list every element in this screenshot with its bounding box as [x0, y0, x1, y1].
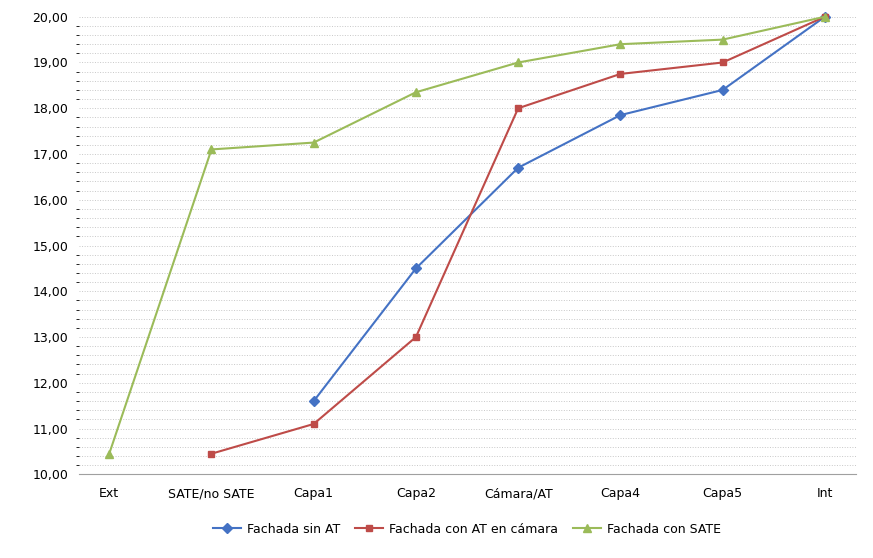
Fachada con AT en cámara	[820, 13, 830, 20]
Line: Fachada sin AT: Fachada sin AT	[310, 13, 828, 405]
Fachada con SATE	[206, 146, 217, 153]
Fachada con AT en cámara	[206, 450, 217, 457]
Fachada con SATE	[820, 13, 830, 20]
Fachada con SATE	[410, 89, 421, 95]
Legend: Fachada sin AT, Fachada con AT en cámara, Fachada con SATE: Fachada sin AT, Fachada con AT en cámara…	[209, 518, 725, 541]
Fachada con AT en cámara	[718, 59, 728, 66]
Fachada con SATE	[615, 41, 626, 47]
Fachada con SATE	[718, 36, 728, 43]
Fachada con SATE	[513, 59, 524, 66]
Fachada con AT en cámara	[410, 334, 421, 340]
Fachada con AT en cámara	[308, 421, 319, 427]
Fachada con SATE	[308, 139, 319, 146]
Line: Fachada con AT en cámara: Fachada con AT en cámara	[208, 13, 828, 457]
Fachada sin AT	[820, 13, 830, 20]
Fachada con SATE	[104, 450, 114, 457]
Fachada sin AT	[615, 112, 626, 118]
Fachada sin AT	[513, 165, 524, 171]
Fachada con AT en cámara	[615, 70, 626, 77]
Fachada sin AT	[410, 265, 421, 272]
Fachada con AT en cámara	[513, 105, 524, 112]
Line: Fachada con SATE: Fachada con SATE	[105, 13, 829, 458]
Fachada sin AT	[308, 398, 319, 405]
Fachada sin AT	[718, 86, 728, 93]
